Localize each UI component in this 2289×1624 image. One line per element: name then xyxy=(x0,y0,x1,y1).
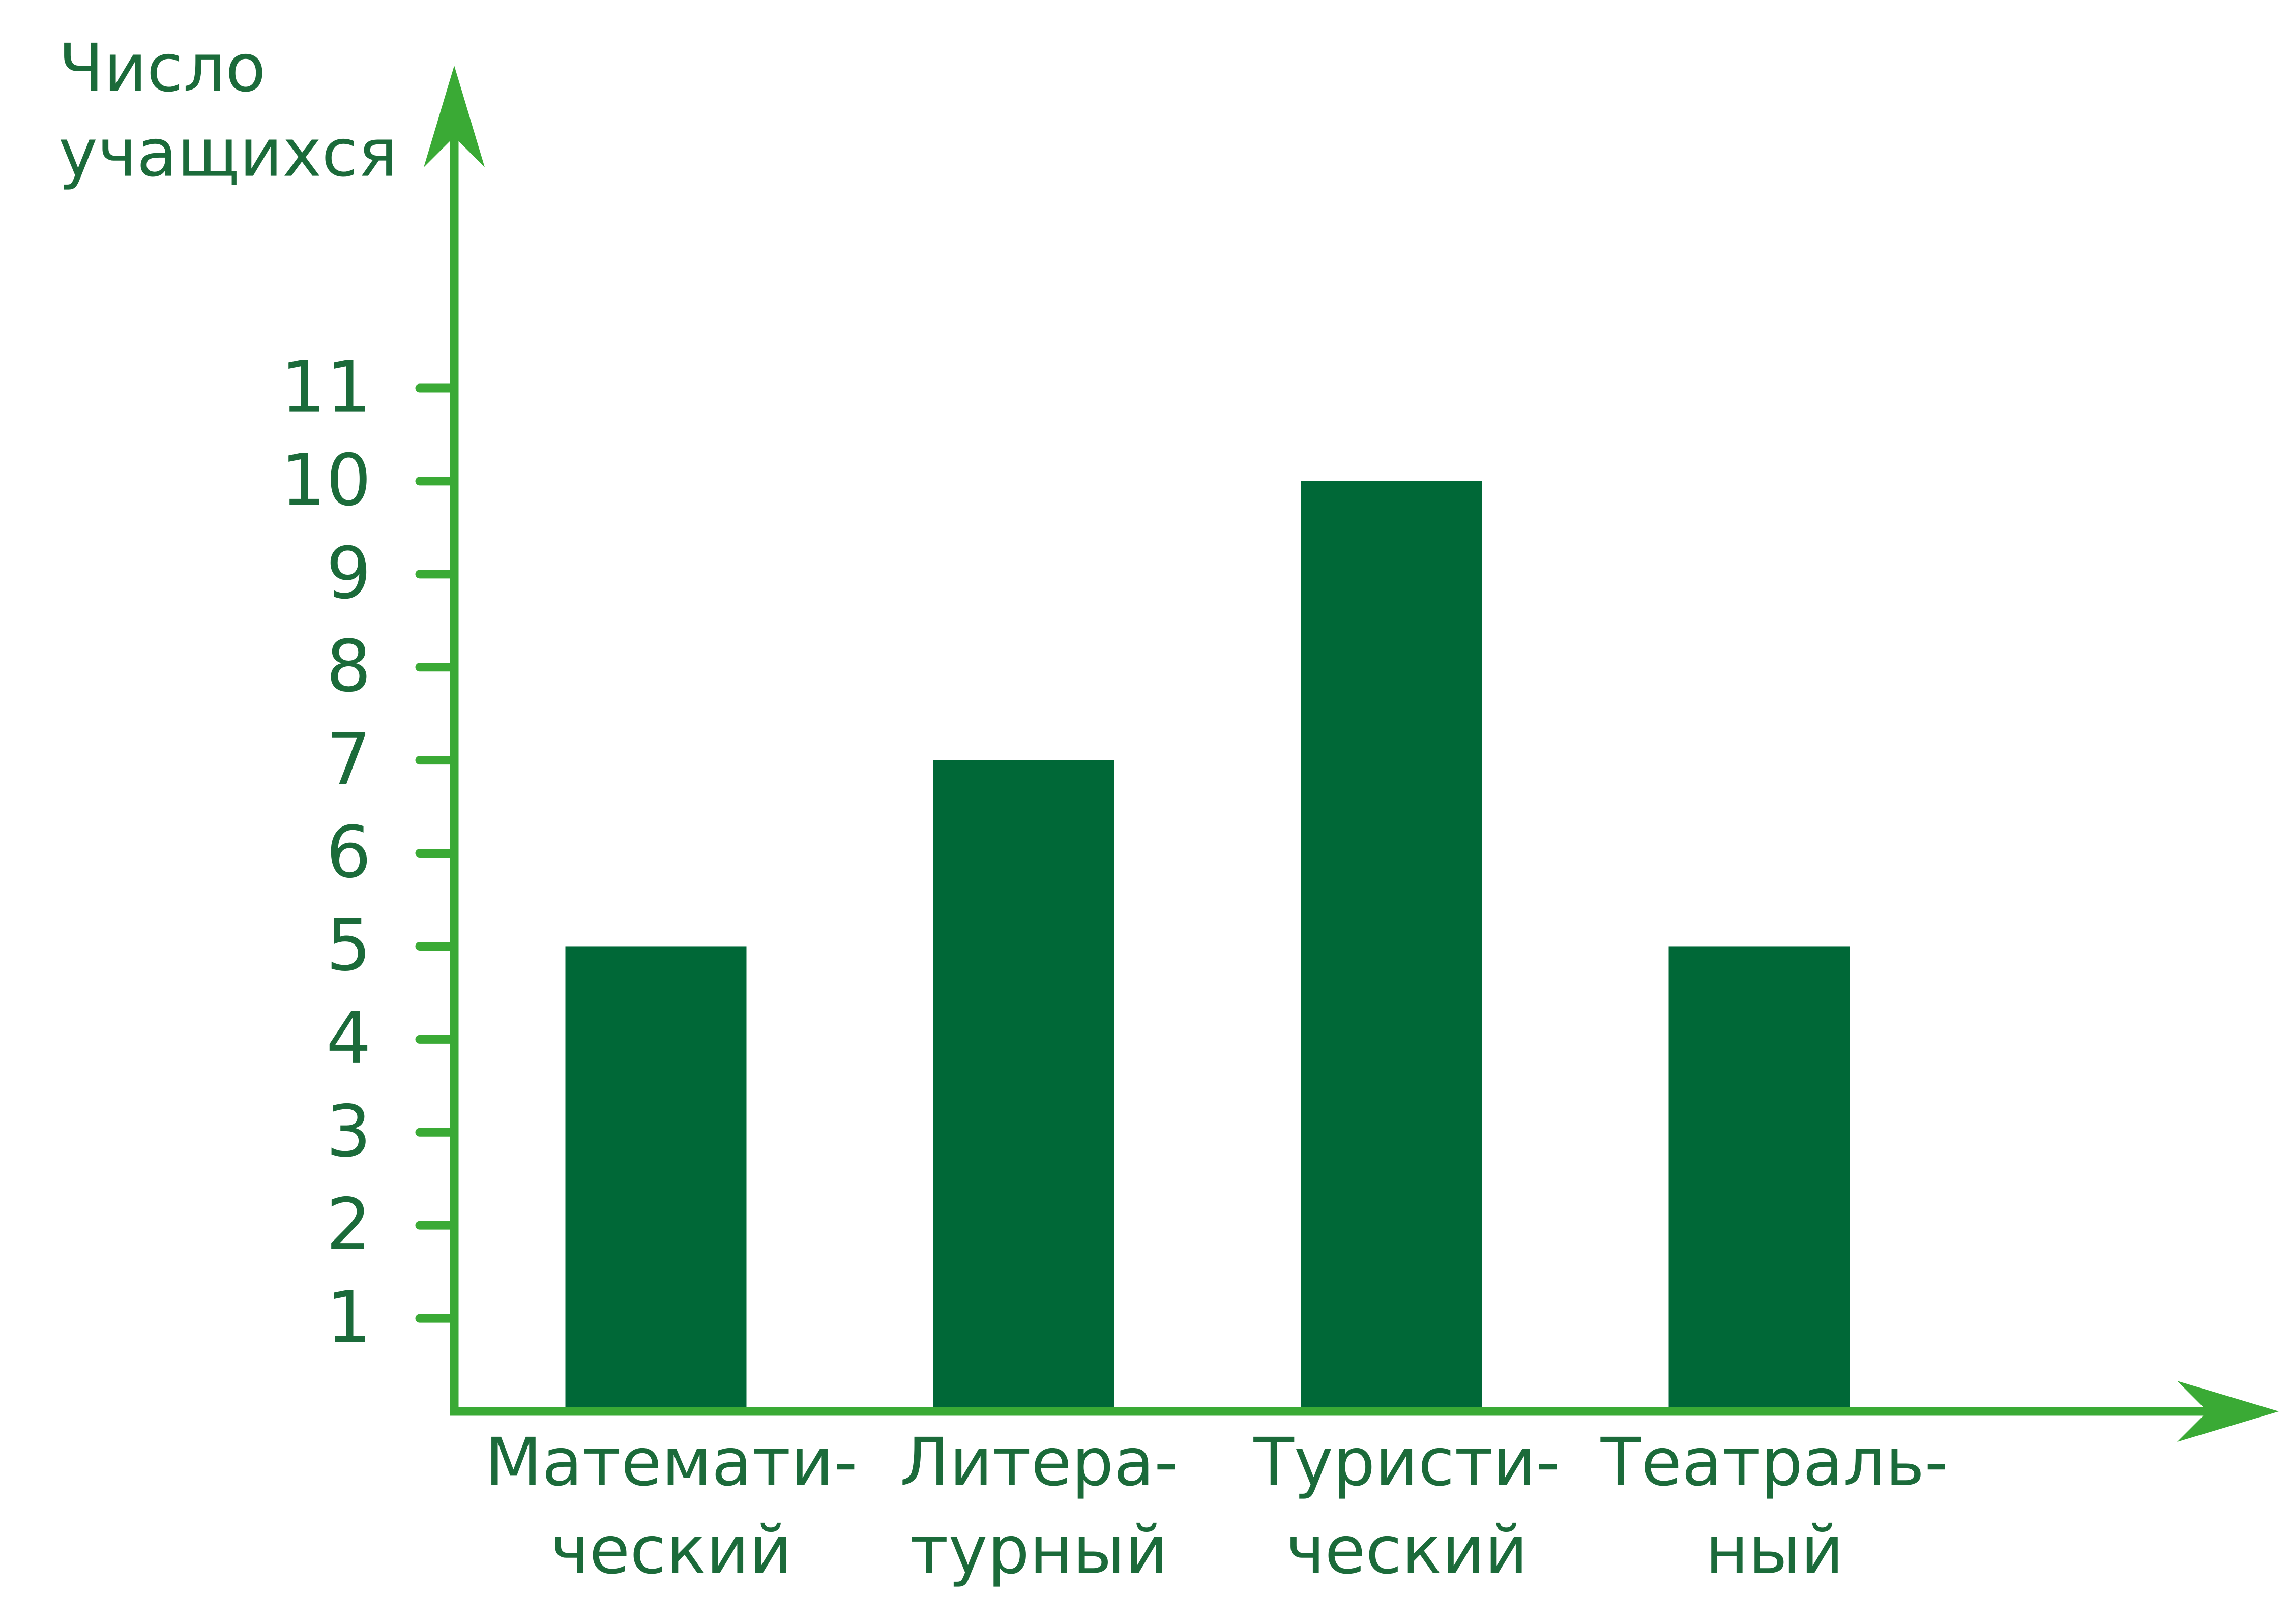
bar xyxy=(933,760,1114,1411)
y-tick-label: 5 xyxy=(326,904,371,987)
x-axis-arrow xyxy=(2177,1381,2279,1442)
x-tick-label: Математи- xyxy=(485,1424,857,1501)
bar xyxy=(1301,481,1482,1411)
y-axis-label: Число xyxy=(58,29,266,107)
y-tick-label: 9 xyxy=(326,532,371,615)
x-tick-label: ческий xyxy=(550,1512,793,1589)
y-tick-label: 3 xyxy=(326,1090,371,1173)
y-tick-label: 2 xyxy=(326,1184,371,1266)
bar xyxy=(1668,946,1850,1411)
y-axis-arrow xyxy=(424,66,485,167)
y-tick-label: 11 xyxy=(281,346,371,429)
x-tick-label: Литера- xyxy=(900,1424,1178,1501)
y-axis-label: учащихся xyxy=(58,114,398,192)
y-tick-label: 8 xyxy=(326,625,371,708)
x-tick-label: ный xyxy=(1705,1512,1843,1589)
x-tick-label: Театраль- xyxy=(1600,1424,1949,1501)
y-tick-label: 10 xyxy=(281,439,371,522)
bar xyxy=(565,946,747,1411)
x-tick-label: турный xyxy=(910,1512,1168,1589)
x-tick-label: ческий xyxy=(1286,1512,1528,1589)
x-tick-label: Туристи- xyxy=(1253,1424,1560,1501)
y-tick-label: 6 xyxy=(326,811,371,894)
y-tick-label: 4 xyxy=(326,997,371,1080)
y-tick-label: 1 xyxy=(326,1277,371,1360)
y-tick-label: 7 xyxy=(326,718,371,801)
